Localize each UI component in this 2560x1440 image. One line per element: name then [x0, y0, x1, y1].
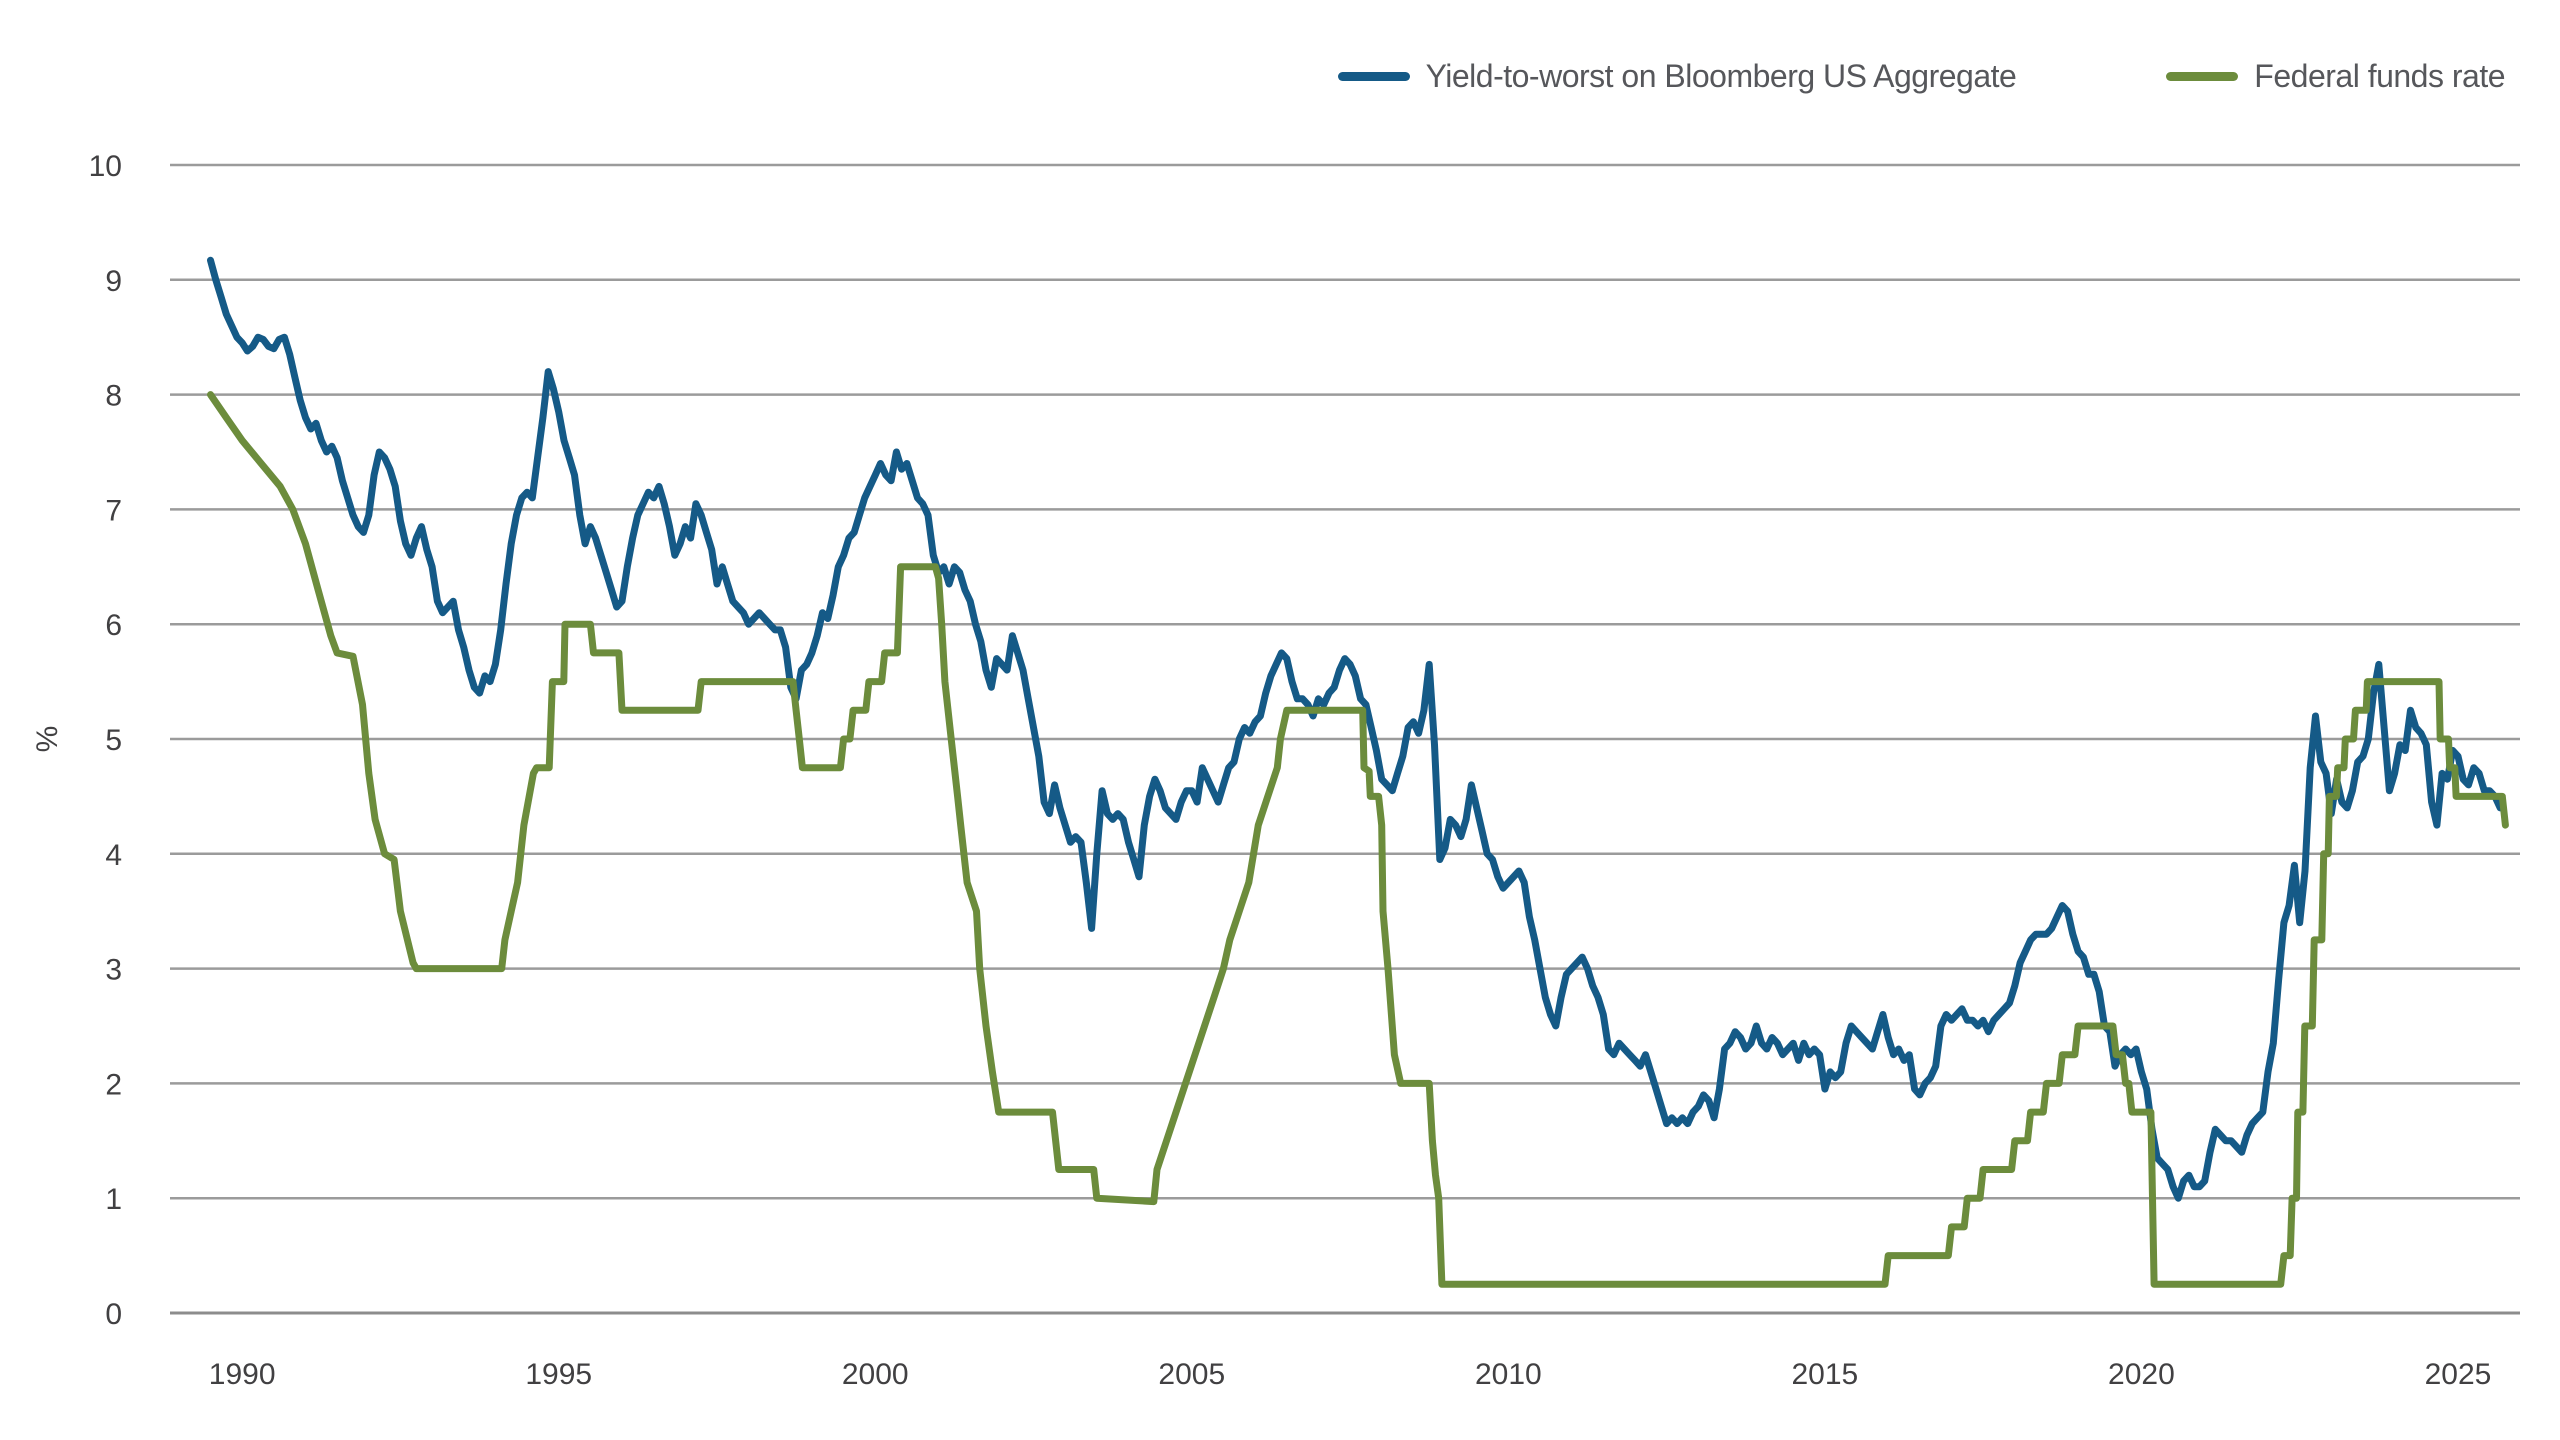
y-axis-tick-label-9: 9: [105, 265, 122, 298]
y-axis-unit-label: %: [31, 726, 64, 753]
legend-entry-yield-to-worst: Yield-to-worst on Bloomberg US Aggregate: [1337, 58, 2017, 95]
x-axis-tick-label-2015: 2015: [1792, 1358, 1859, 1391]
x-axis-tick-label-1995: 1995: [525, 1358, 592, 1391]
x-axis-tick-label-2025: 2025: [2425, 1358, 2492, 1391]
x-axis-tick-label-2010: 2010: [1475, 1358, 1542, 1391]
legend-entry-fed-funds: Federal funds rate: [2166, 58, 2505, 95]
y-axis-tick-label-2: 2: [105, 1068, 122, 1101]
y-axis-tick-label-3: 3: [105, 954, 122, 987]
y-axis-tick-label-6: 6: [105, 609, 122, 642]
x-axis-tick-label-2020: 2020: [2108, 1358, 2175, 1391]
y-axis-tick-label-1: 1: [105, 1183, 122, 1216]
y-axis-tick-label-7: 7: [105, 494, 122, 527]
y-axis-tick-label-8: 8: [105, 380, 122, 413]
legend-label-fed-funds: Federal funds rate: [2254, 58, 2505, 94]
legend-label-yield-to-worst: Yield-to-worst on Bloomberg US Aggregate: [1425, 58, 2017, 94]
x-axis-tick-label-1990: 1990: [209, 1358, 276, 1391]
fed-funds-line-swatch-icon: [2166, 72, 2239, 81]
y-axis-tick-label-0: 0: [105, 1298, 122, 1331]
x-axis-tick-label-2005: 2005: [1158, 1358, 1225, 1391]
chart-legend: Yield-to-worst on Bloomberg US Aggregate…: [0, 58, 2505, 95]
series-line-fed-funds-rate: [207, 391, 2509, 1288]
y-axis-tick-label-5: 5: [105, 724, 122, 757]
yield-line-swatch-icon: [1337, 72, 1410, 81]
x-axis-tick-label-2000: 2000: [842, 1358, 909, 1391]
y-axis-tick-label-4: 4: [105, 839, 122, 872]
y-axis-tick-label-10: 10: [89, 150, 122, 183]
series-line-yield-to-worst: [207, 256, 2504, 1202]
